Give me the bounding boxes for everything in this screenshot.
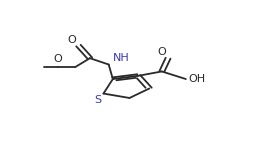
- Text: NH: NH: [113, 53, 130, 63]
- Text: O: O: [54, 54, 63, 64]
- Text: O: O: [68, 35, 76, 45]
- Text: OH: OH: [188, 74, 206, 84]
- Text: O: O: [157, 47, 166, 57]
- Text: S: S: [94, 95, 101, 105]
